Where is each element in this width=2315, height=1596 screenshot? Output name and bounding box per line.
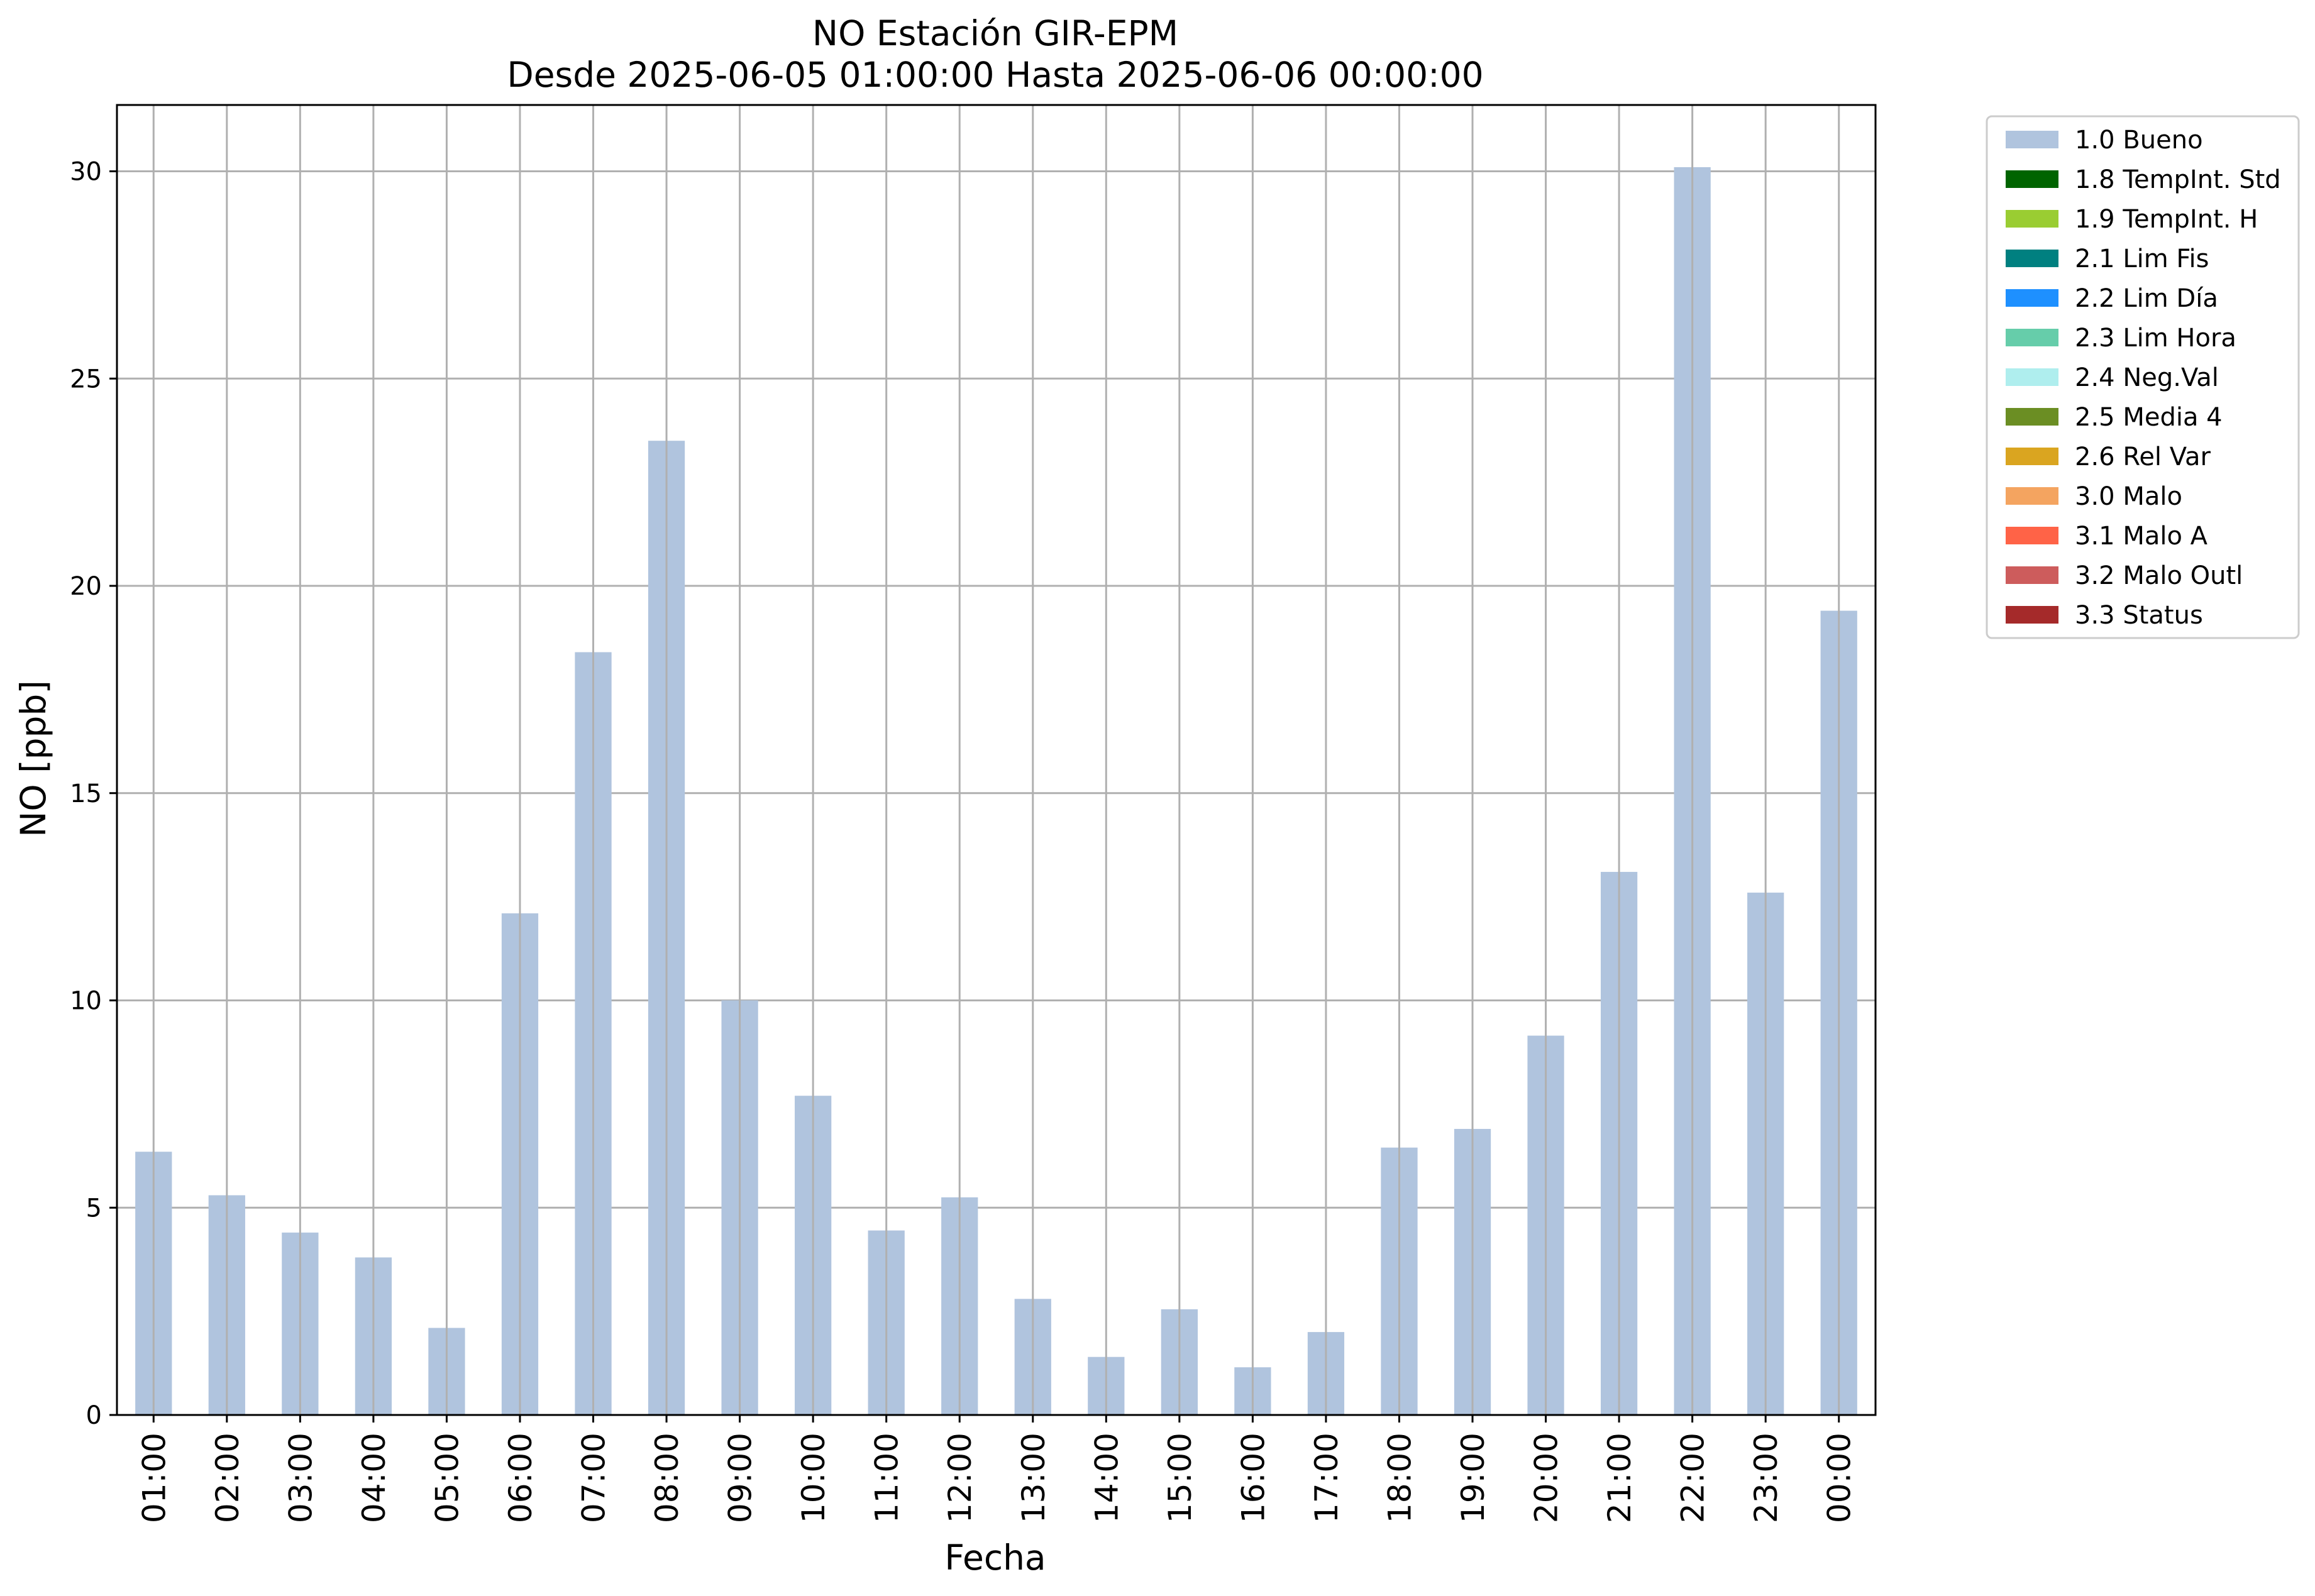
x-tick-label: 03:00 [282,1433,319,1523]
x-tick-label: 07:00 [576,1433,612,1523]
x-tick-label: 08:00 [649,1433,685,1523]
y-axis-ticks: 0 5 10 15 20 25 30 [70,158,117,1430]
y-axis-label: NO [ppb] [13,680,53,837]
legend: 1.0 Bueno 1.8 TempInt. Std 1.9 TempInt. H 2… [1986,115,2300,639]
legend-box [1986,115,2300,639]
y-tick-label: 10 [70,987,102,1016]
legend-label: 2.2 Lim Día [2075,284,2218,313]
legend-label: 3.2 Malo Outl [2075,561,2243,590]
x-tick-label: 18:00 [1381,1433,1418,1523]
legend-label: 2.1 Lim Fis [2075,245,2209,273]
x-tick-label: 05:00 [429,1433,465,1523]
legend-label: 2.5 Media 4 [2075,403,2223,432]
legend-swatch [2006,289,2058,307]
legend-label: 1.8 TempInt. Std [2075,165,2281,194]
legend-items: 1.0 Bueno 1.8 TempInt. Std 1.9 TempInt. H 2… [2006,126,2281,630]
x-tick-label: 19:00 [1455,1433,1491,1523]
y-tick-label: 0 [86,1401,102,1430]
legend-label: 3.0 Malo [2075,482,2182,511]
plot-frame [116,104,1877,1416]
x-tick-label: 23:00 [1748,1433,1784,1523]
legend-label: 2.4 Neg.Val [2075,363,2219,392]
x-axis-label: Fecha [944,1538,1046,1578]
y-tick-label: 25 [70,365,102,393]
x-tick-label: 06:00 [502,1433,539,1523]
grid-layer [117,170,1876,1416]
x-tick-label: 02:00 [209,1433,246,1523]
x-axis-ticks: 01:00 02:00 03:00 04:00 05:00 06:00 07:00 08:00… [136,1415,1858,1523]
x-tick-label: 00:00 [1821,1433,1858,1523]
legend-label: 1.0 Bueno [2075,126,2203,155]
y-tick-label: 30 [70,158,102,187]
legend-swatch [2006,368,2058,386]
legend-swatch [2006,566,2058,584]
legend-label: 2.6 Rel Var [2075,443,2211,471]
x-tick-label: 15:00 [1162,1433,1198,1523]
x-tick-label: 22:00 [1675,1433,1711,1523]
x-tick-label: 12:00 [942,1433,978,1523]
x-tick-label: 04:00 [356,1433,392,1523]
chart-title: NO Estación GIR-EPM [812,13,1178,53]
legend-label: 2.3 Lim Hora [2075,324,2236,353]
x-tick-label: 16:00 [1235,1433,1271,1523]
y-tick-label: 15 [70,779,102,808]
legend-swatch [2006,527,2058,544]
legend-swatch [2006,487,2058,505]
legend-swatch [2006,408,2058,426]
legend-label: 3.1 Malo A [2075,522,2208,551]
legend-swatch [2006,448,2058,465]
x-tick-label: 09:00 [722,1433,759,1523]
x-tick-label: 20:00 [1528,1433,1565,1523]
x-tick-label: 17:00 [1308,1433,1345,1523]
vertical-grid-layer [152,105,1840,1415]
legend-swatch [2006,250,2058,267]
legend-swatch [2006,606,2058,624]
x-tick-label: 01:00 [136,1433,172,1523]
y-tick-label: 20 [70,572,102,601]
legend-swatch [2006,131,2058,148]
legend-swatch [2006,329,2058,346]
legend-swatch [2006,170,2058,188]
chart-subtitle: Desde 2025-06-05 01:00:00 Hasta 2025-06-… [507,55,1483,95]
x-tick-label: 21:00 [1601,1433,1638,1523]
legend-label: 1.9 TempInt. H [2075,205,2258,234]
x-tick-label: 10:00 [795,1433,832,1523]
legend-label: 3.3 Status [2075,601,2203,630]
legend-swatch [2006,210,2058,228]
x-tick-label: 14:00 [1088,1433,1125,1523]
y-tick-label: 5 [86,1194,102,1223]
x-tick-label: 13:00 [1015,1433,1052,1523]
x-tick-label: 11:00 [869,1433,905,1523]
